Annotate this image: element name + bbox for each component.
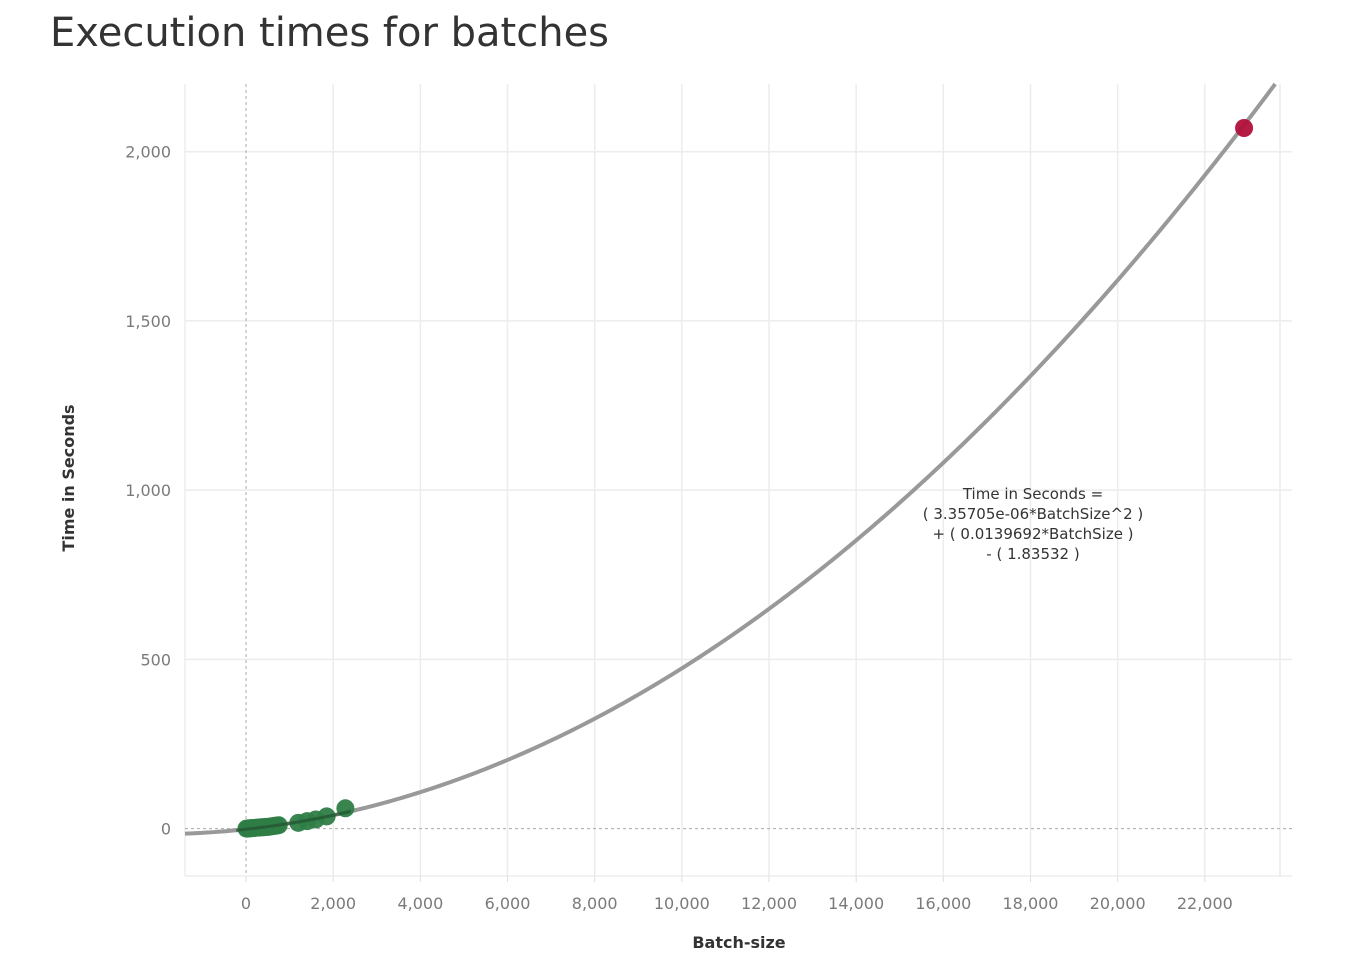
annotation-line: Time in Seconds = bbox=[962, 485, 1103, 503]
y-tick-label: 2,000 bbox=[125, 143, 171, 162]
x-tick-label: 20,000 bbox=[1090, 894, 1146, 913]
y-tick-label: 500 bbox=[140, 650, 171, 669]
axes bbox=[184, 84, 1292, 882]
y-tick-label: 0 bbox=[161, 820, 171, 839]
x-tick-label: 12,000 bbox=[741, 894, 797, 913]
annotation-line: - ( 1.83532 ) bbox=[986, 545, 1079, 563]
x-tick-label: 6,000 bbox=[485, 894, 531, 913]
x-tick-label: 2,000 bbox=[310, 894, 356, 913]
trend-line-overlap bbox=[236, 809, 351, 832]
trend-line-group bbox=[184, 82, 1277, 836]
x-tick-label: 10,000 bbox=[654, 894, 710, 913]
y-tick-label: 1,500 bbox=[125, 312, 171, 331]
y-axis-label: Time in Seconds bbox=[59, 404, 78, 551]
annotation-line: + ( 0.0139692*BatchSize ) bbox=[932, 525, 1133, 543]
trend-line bbox=[184, 82, 1277, 836]
x-tick-label: 8,000 bbox=[572, 894, 618, 913]
annotation-line: ( 3.35705e-06*BatchSize^2 ) bbox=[923, 505, 1144, 523]
x-tick-label: 18,000 bbox=[1003, 894, 1059, 913]
x-tick-label: 16,000 bbox=[915, 894, 971, 913]
x-tick-label: 0 bbox=[241, 894, 251, 913]
trend-equation-annotation: Time in Seconds = ( 3.35705e-06*BatchSize… bbox=[923, 485, 1144, 563]
x-tick-label: 22,000 bbox=[1177, 894, 1233, 913]
x-tick-label: 4,000 bbox=[397, 894, 443, 913]
data-point bbox=[1235, 119, 1254, 137]
chart-title: Execution times for batches bbox=[50, 10, 610, 56]
tick-labels: 0 2,000 4,000 6,000 8,000 10,000 12,000 14,000 1… bbox=[125, 143, 1233, 913]
y-tick-label: 1,000 bbox=[125, 481, 171, 500]
x-axis-label: Batch-size bbox=[692, 933, 785, 952]
data-points bbox=[237, 119, 1254, 838]
x-tick-label: 14,000 bbox=[828, 894, 884, 913]
grid-lines bbox=[185, 84, 1292, 876]
